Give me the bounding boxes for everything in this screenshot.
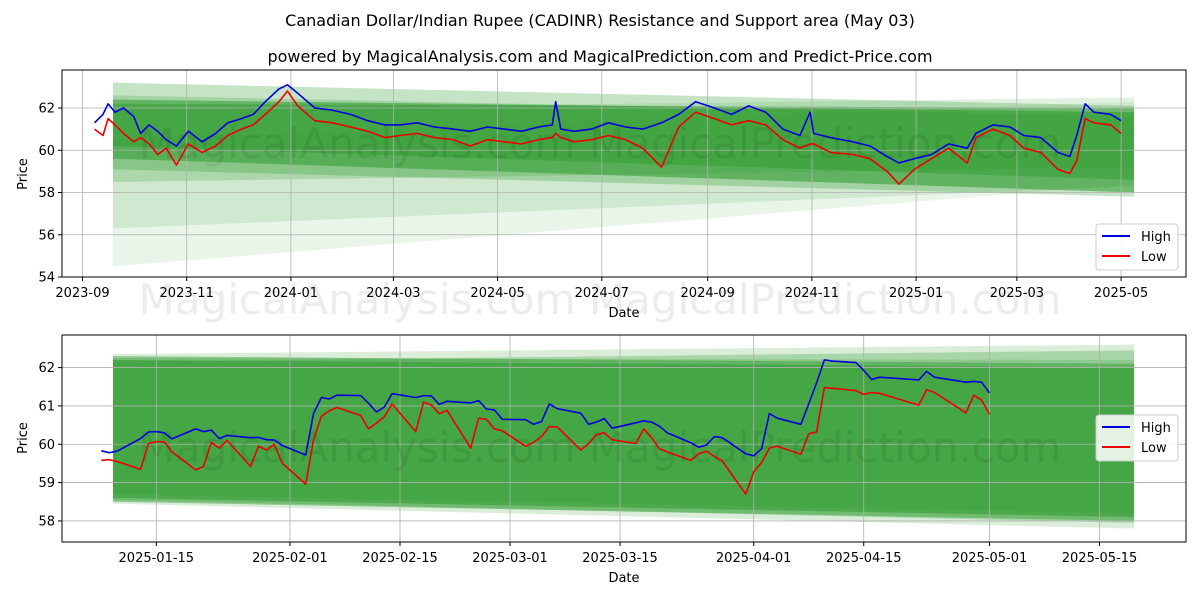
band-4 [113,358,1134,514]
series-low-line [94,90,1122,185]
y-tick-label: 62 [38,361,55,376]
series-high-line [101,359,991,457]
x-tick-label: 2025-01-15 [119,551,195,566]
band-0 [113,359,1134,518]
series-lines [93,84,1122,185]
plot-frame [61,69,1187,278]
y-axis-label: Price [16,158,31,190]
y-tick-label: 59 [38,476,55,491]
legend: High Low [1095,414,1179,462]
x-tick-label: 2025-05-15 [1062,551,1138,566]
x-tick-label: 2025-01 [889,286,943,301]
series-lines [101,359,991,495]
legend-high-label: High [1141,230,1171,245]
watermark-bottom: MagicalAnalysis.com MagicalPrediction.co… [139,423,1062,472]
y-tick-label: 60 [38,438,55,453]
support-resistance-bands [113,82,1134,267]
top-panel: MagicalAnalysis.com MagicalPrediction.co… [16,69,1187,321]
x-tick-label: 2023-09 [55,286,109,301]
series-high-line [93,84,1122,164]
grid-lines [62,70,1186,278]
x-tick-label: 2024-05 [470,286,524,301]
y-axis-ticks: 54 56 58 60 62 [38,102,62,286]
band-4 [113,97,1134,229]
x-tick-label: 2025-04-01 [716,551,792,566]
legend: High Low [1095,223,1179,271]
x-tick-label: 2025-02-15 [362,551,438,566]
x-tick-label: 2024-09 [681,286,735,301]
x-tick-label: 2024-01 [264,286,318,301]
chart-title: Canadian Dollar/Indian Rupee (CADINR) Re… [285,11,915,30]
y-axis-ticks: 58 59 60 61 62 [38,361,62,529]
band-0 [113,99,1134,193]
grid-lines [62,335,1186,542]
y-tick-label: 61 [38,399,55,414]
band-1 [113,103,1134,180]
x-tick-label: 2024-03 [366,286,420,301]
y-tick-label: 56 [38,228,55,243]
x-tick-label: 2025-02-01 [252,551,328,566]
x-tick-label: 2024-11 [785,286,839,301]
band-5 [113,101,1134,267]
plot-frame [61,334,1187,543]
band-1 [113,356,1134,521]
x-tick-label: 2025-04-15 [826,551,902,566]
legend-low-label: Low [1141,441,1167,456]
x-tick-label: 2025-03-15 [582,551,658,566]
y-tick-label: 54 [38,271,55,286]
y-tick-label: 62 [38,102,55,117]
x-axis-ticks: 2023-09 2023-11 2024-01 2024-03 2024-05 2024-… [55,277,1148,301]
x-tick-label: 2025-03-01 [472,551,548,566]
legend-high-label: High [1141,421,1171,436]
legend-low-label: Low [1141,250,1167,265]
y-tick-label: 58 [38,186,55,201]
x-axis-ticks: 2025-01-15 2025-02-01 2025-02-15 2025-03-01… [119,542,1138,566]
x-tick-label: 2025-05 [1094,286,1148,301]
x-tick-label: 2025-05-01 [952,551,1028,566]
x-axis-label: Date [608,571,639,586]
bottom-panel: MagicalAnalysis.com MagicalPrediction.co… [16,334,1187,586]
watermark-middle: MagicalAnalysis.com MagicalPrediction.co… [139,275,1062,324]
y-tick-label: 58 [38,514,55,529]
y-tick-label: 60 [38,144,55,159]
x-axis-label: Date [608,306,639,321]
x-tick-label: 2024-07 [575,286,629,301]
series-low-line [101,386,991,495]
y-axis-label: Price [16,422,31,454]
chart-subtitle: powered by MagicalAnalysis.com and Magic… [267,47,932,66]
x-tick-label: 2025-03 [990,286,1044,301]
x-tick-label: 2023-11 [160,286,214,301]
